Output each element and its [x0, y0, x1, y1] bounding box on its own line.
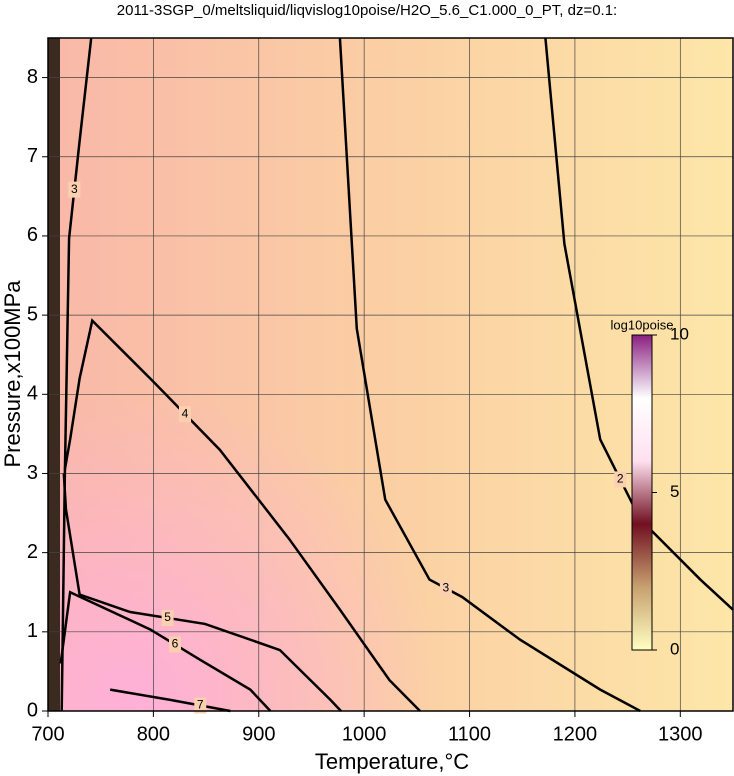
contour-label: 2	[617, 472, 624, 486]
contour-label: 3	[71, 182, 78, 196]
plot-edge-shading	[48, 38, 60, 711]
y-tick-label: 5	[27, 303, 38, 325]
contour-label-bg	[194, 697, 207, 714]
colorbar	[631, 334, 653, 651]
plot-shading	[48, 38, 733, 711]
y-axis-label: Pressure,x100MPa	[0, 280, 25, 468]
contour-line	[109, 688, 231, 713]
x-tick-label: 700	[31, 723, 64, 745]
x-tick-label: 900	[242, 723, 275, 745]
contour-label: 3	[442, 580, 449, 594]
contour-label-bg	[614, 471, 627, 488]
contour-line	[60, 37, 93, 712]
y-tick-label: 7	[27, 145, 38, 167]
x-tick-label: 1100	[448, 723, 491, 745]
contour-label: 7	[197, 698, 204, 712]
x-tick-label: 800	[137, 723, 170, 745]
contour-label-bg	[179, 406, 191, 423]
colorbar-tick-label: 10	[670, 324, 689, 343]
contour-label: 5	[164, 610, 171, 624]
x-axis-label: Temperature,°C	[315, 749, 469, 774]
x-tick-label: 1200	[553, 723, 598, 745]
chart-title: 2011-3SGP_0/meltsliquid/liqvislog10poise…	[117, 2, 617, 19]
y-tick-label: 1	[27, 620, 38, 642]
contour-label-bg	[439, 580, 452, 597]
contour-label: 6	[172, 637, 179, 651]
y-tick-label: 2	[27, 541, 38, 563]
y-tick-label: 8	[27, 66, 38, 88]
y-tick-label: 6	[27, 224, 38, 246]
colorbar-tick-label: 5	[670, 482, 679, 501]
contour-label-bg	[168, 636, 181, 653]
contour-label-bg	[68, 181, 81, 198]
x-tick-label: 1000	[342, 723, 387, 745]
colorbar-tick-label: 0	[670, 639, 679, 658]
colorbar-label: log10poise	[611, 317, 674, 332]
y-tick-label: 3	[27, 462, 38, 484]
x-tick-label: 1300	[658, 723, 703, 745]
contour-label: 4	[182, 406, 189, 420]
y-tick-label: 4	[27, 383, 38, 405]
contour-label-bg	[161, 609, 174, 626]
y-tick-label: 0	[27, 699, 38, 721]
plot-frame	[47, 37, 734, 712]
